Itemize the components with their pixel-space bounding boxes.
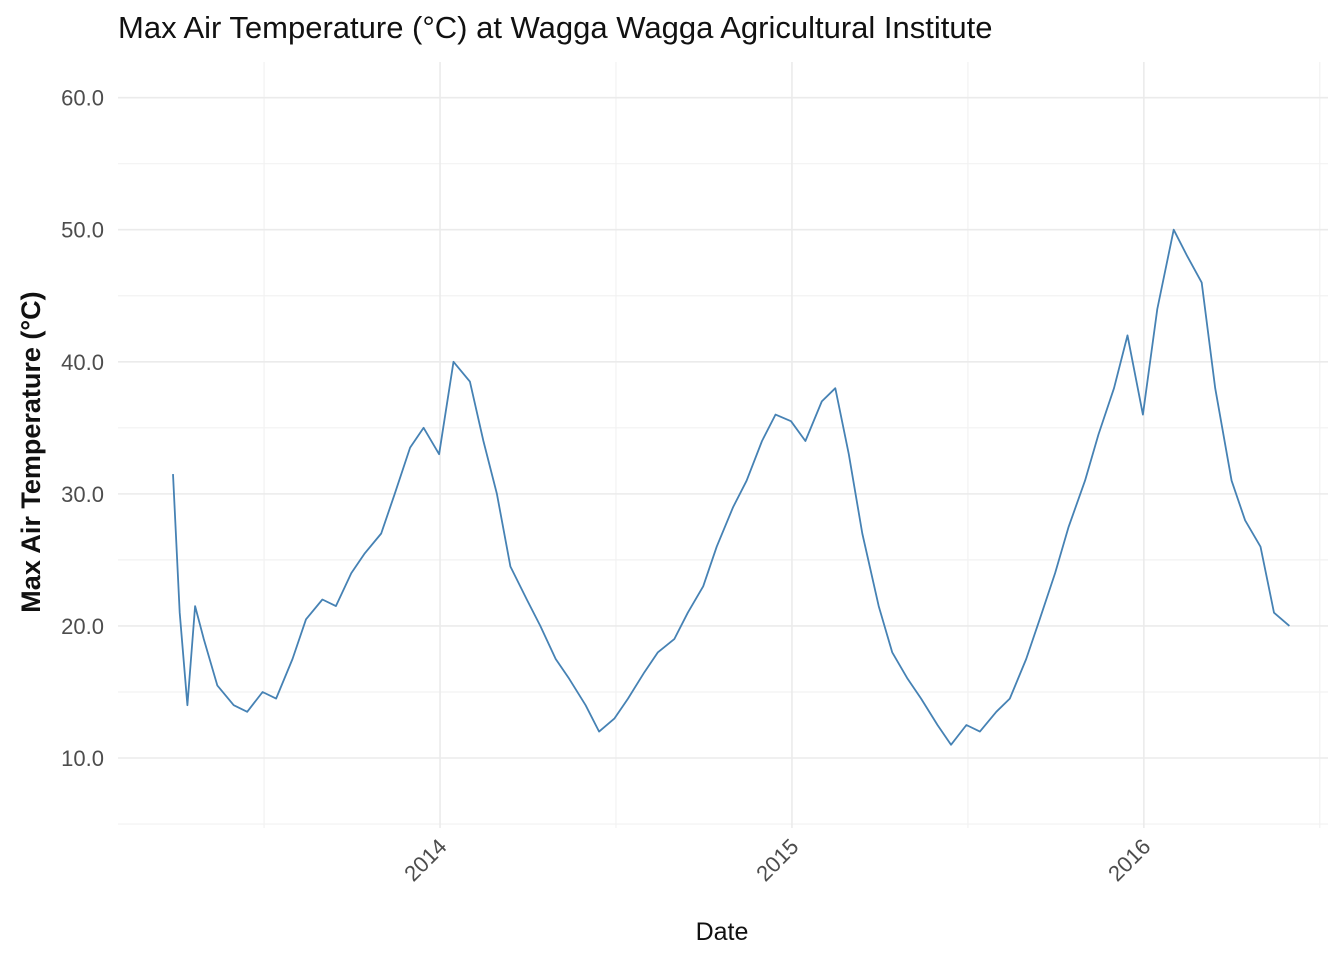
- x-tick-label: 2014: [399, 834, 451, 886]
- y-tick-label: 60.0: [61, 86, 104, 111]
- x-axis-ticks: 2014 2015 2016: [399, 834, 1155, 886]
- y-axis-ticks: 10.0 20.0 30.0 40.0 50.0 60.0: [61, 86, 104, 771]
- x-tick-label: 2016: [1103, 834, 1155, 886]
- chart-title: Max Air Temperature (°C) at Wagga Wagga …: [118, 10, 993, 45]
- grid: [118, 62, 1328, 828]
- series-layer: [172, 228, 1290, 746]
- series-line: [172, 228, 1290, 746]
- y-tick-label: 40.0: [61, 350, 104, 375]
- y-tick-label: 30.0: [61, 482, 104, 507]
- y-axis-title: Max Air Temperature (°C): [16, 291, 46, 612]
- y-tick-label: 50.0: [61, 218, 104, 243]
- y-tick-label: 20.0: [61, 614, 104, 639]
- x-tick-label: 2015: [751, 834, 803, 886]
- x-axis-title: Date: [696, 918, 749, 946]
- y-tick-label: 10.0: [61, 746, 104, 771]
